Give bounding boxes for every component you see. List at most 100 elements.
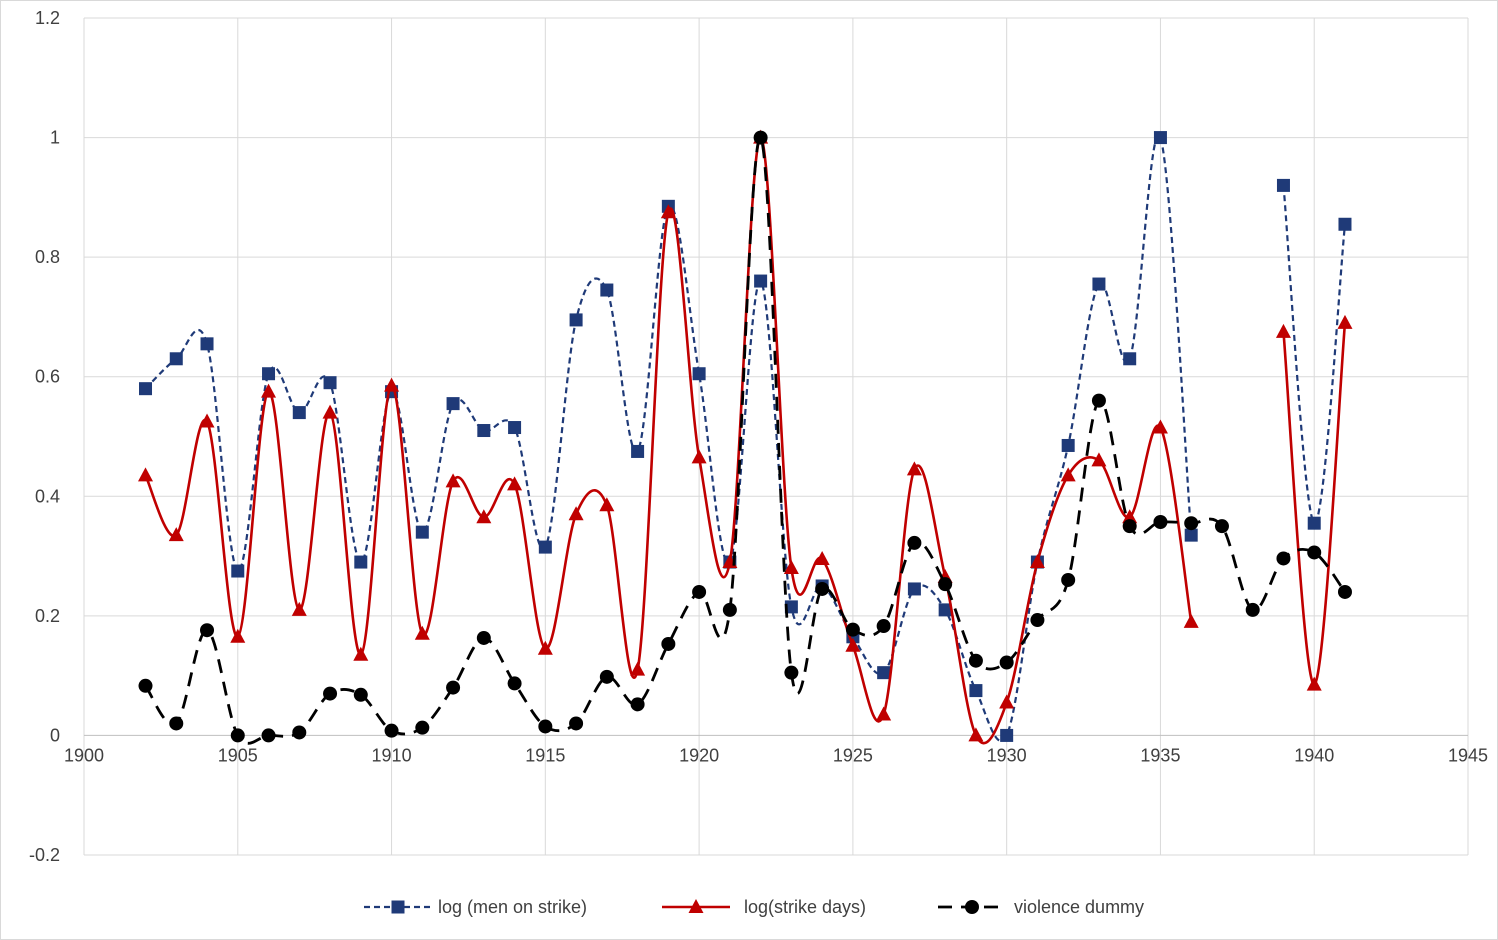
data-point [476,630,491,645]
data-point [630,697,645,712]
data-point [938,577,953,592]
data-point [999,694,1015,709]
series-log-strike-days [138,129,1353,745]
data-point [1307,516,1321,530]
data-point [968,653,983,668]
gridlines [83,17,1469,856]
data-point [753,130,768,145]
y-tick-label: 0.8 [35,247,60,267]
data-point [261,728,276,743]
data-point [353,687,368,702]
data-point [1306,676,1322,691]
data-point [323,686,338,701]
data-point [1122,509,1138,524]
data-point [1245,602,1260,617]
data-point [230,728,245,743]
data-point [568,506,584,521]
data-point [814,551,830,566]
data-point [1275,323,1291,338]
data-point [692,584,707,599]
data-point [599,669,614,684]
data-point [1030,613,1045,628]
legend-marker [688,899,704,913]
data-point [507,476,523,491]
data-point [815,581,830,596]
axes: 1900 1905 1910 1915 1920 1925 1930 1935 1940 1945… [29,8,1488,865]
series-violence-dummy [138,130,1352,745]
data-point [139,382,153,396]
data-point [415,525,429,539]
data-point [1183,613,1199,628]
data-point [1000,728,1014,742]
data-point [569,716,584,731]
data-point [1091,452,1107,467]
legend-label: violence dummy [1014,897,1144,917]
data-point [445,473,461,488]
data-point [230,628,246,643]
data-point [353,646,369,661]
data-point [1123,352,1137,366]
data-point [414,625,430,640]
data-point [1060,467,1076,482]
data-point [877,666,891,680]
data-point [969,684,983,698]
x-tick-label: 1935 [1140,745,1180,765]
data-point [446,680,461,695]
data-point [1061,572,1076,587]
x-tick-label: 1910 [372,745,412,765]
data-point [968,727,984,742]
data-point [1122,519,1137,534]
data-point [1184,516,1199,531]
data-point [754,274,768,288]
data-point [538,719,553,734]
data-point [169,716,184,731]
data-point [200,337,214,351]
series-layer [138,129,1353,745]
data-point [1214,519,1229,534]
y-tick-label: 0.4 [35,486,60,506]
data-point [262,367,276,381]
data-point [1276,551,1291,566]
data-point [261,383,277,398]
data-point [722,602,737,617]
y-tick-label: -0.2 [29,845,60,865]
data-point [630,661,646,676]
data-point [477,424,491,438]
data-point [446,397,460,411]
data-point [876,706,892,721]
x-tick-label: 1905 [218,745,258,765]
x-tick-label: 1900 [64,745,104,765]
data-point [1337,584,1352,599]
data-point [938,603,952,617]
data-point [169,352,183,366]
legend-marker [391,900,405,914]
data-point [1091,393,1106,408]
legend-label: log(strike days) [744,897,866,917]
x-tick-label: 1940 [1294,745,1334,765]
data-point [600,283,614,297]
y-tick-label: 1 [50,128,60,148]
data-point [508,421,522,435]
data-point [783,560,799,575]
data-point [999,655,1014,670]
data-point [1276,178,1290,192]
data-point [537,640,553,655]
data-point [907,582,921,596]
data-point [138,678,153,693]
data-point [322,404,338,419]
x-tick-label: 1915 [525,745,565,765]
data-point [354,555,368,569]
data-point [876,619,891,634]
legend-item-log-men-on-strike: log (men on strike) [364,897,587,917]
data-point [907,535,922,550]
data-point [292,725,307,740]
data-point [291,601,307,616]
data-point [384,377,400,392]
data-point [1152,419,1168,434]
y-tick-label: 0.6 [35,367,60,387]
x-tick-label: 1930 [987,745,1027,765]
legend-marker [965,900,979,914]
data-point [200,623,215,638]
data-point [138,467,154,482]
